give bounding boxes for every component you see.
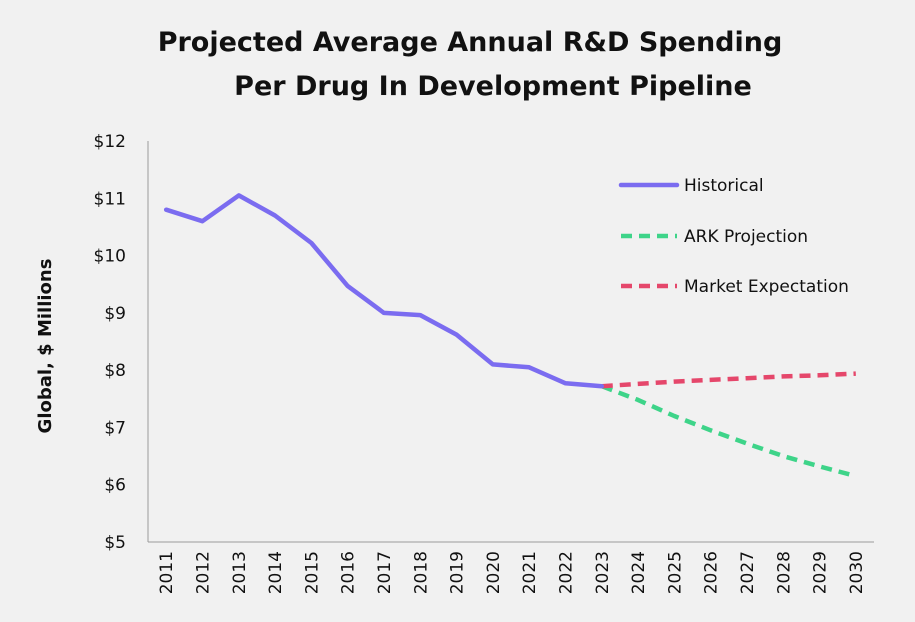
x-tick-label: 2021 bbox=[520, 551, 540, 594]
y-tick-label: $11 bbox=[94, 189, 126, 209]
y-tick-labels: $5 $6 $7 $8 $9 $10 $11 $12 bbox=[94, 132, 126, 553]
y-tick-label: $6 bbox=[104, 476, 126, 496]
y-tick-label: $10 bbox=[94, 247, 126, 267]
series-line-historical bbox=[163, 193, 605, 389]
y-tick-label: $8 bbox=[104, 361, 126, 381]
x-tick-label: 2018 bbox=[411, 551, 431, 594]
legend-label: Market Expectation bbox=[684, 277, 849, 297]
chart-title-line-1: Projected Average Annual R&D Spending bbox=[158, 27, 783, 58]
x-tick-label: 2020 bbox=[484, 551, 504, 594]
x-tick-label: 2030 bbox=[847, 551, 867, 594]
chart-title-line-2: Per Drug In Development Pipeline bbox=[234, 71, 752, 102]
series-line-ark-projection bbox=[601, 384, 857, 479]
y-tick-label: $5 bbox=[104, 533, 126, 553]
x-tick-label: 2011 bbox=[157, 551, 177, 594]
x-tick-label: 2026 bbox=[702, 551, 722, 594]
y-tick-label: $12 bbox=[94, 132, 126, 152]
x-tick-labels: 2011 2012 2013 2014 2015 2016 2017 2018 2019 2020… bbox=[157, 551, 867, 594]
x-tick-label: 2015 bbox=[302, 551, 322, 594]
y-axis-label: Global, $ Millions bbox=[35, 259, 56, 434]
x-tick-label: 2017 bbox=[375, 551, 395, 594]
x-tick-label: 2012 bbox=[193, 551, 213, 594]
x-tick-label: 2027 bbox=[738, 551, 758, 594]
legend: Historical ARK Projection Market Expectati… bbox=[618, 176, 849, 297]
series-lines bbox=[163, 193, 857, 479]
x-tick-label: 2023 bbox=[593, 551, 613, 594]
y-tick-label: $9 bbox=[104, 304, 126, 324]
legend-label: ARK Projection bbox=[684, 227, 808, 247]
x-tick-label: 2022 bbox=[556, 551, 576, 594]
y-tick-label: $7 bbox=[104, 418, 126, 438]
x-tick-label: 2029 bbox=[811, 551, 831, 594]
x-tick-label: 2028 bbox=[774, 551, 794, 594]
x-tick-label: 2019 bbox=[448, 551, 468, 594]
x-tick-label: 2025 bbox=[665, 551, 685, 594]
series-line-market-expectation bbox=[601, 371, 856, 389]
x-tick-label: 2014 bbox=[266, 551, 286, 594]
x-tick-label: 2013 bbox=[230, 551, 250, 594]
legend-label: Historical bbox=[684, 176, 764, 196]
x-tick-label: 2016 bbox=[339, 551, 359, 594]
x-tick-label: 2024 bbox=[629, 551, 649, 594]
